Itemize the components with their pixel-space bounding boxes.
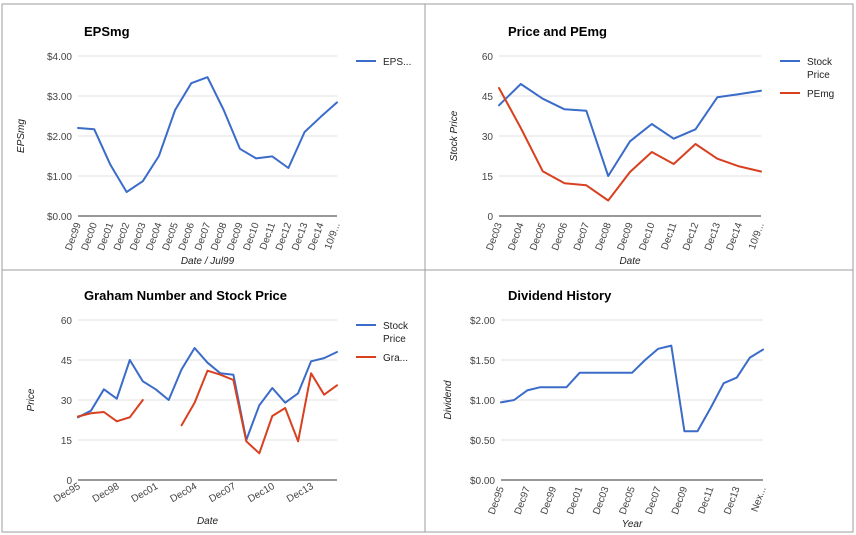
series-line-1 (498, 83, 762, 177)
y-tick-label: 45 (482, 92, 494, 103)
y-axis-title: Stock Price (449, 110, 460, 161)
y-tick-label: 45 (61, 356, 73, 367)
legend-label: EPS... (383, 57, 411, 68)
y-tick-label: $4.00 (47, 52, 72, 63)
series-line-1 (77, 76, 338, 193)
legend-label: Stock Price (807, 57, 833, 81)
x-axis-title: Date (197, 516, 219, 527)
y-tick-label: 0 (487, 212, 493, 223)
y-axis-title: Dividend (443, 380, 454, 419)
y-tick-label: 15 (61, 436, 73, 447)
x-axis-title: Date (619, 256, 641, 267)
chart-frame (424, 3, 854, 271)
y-tick-label: $1.00 (470, 396, 495, 407)
x-axis-title: Year (622, 519, 643, 530)
series-line-2 (498, 87, 762, 202)
y-tick-label: 0 (66, 476, 72, 487)
legend-item: PEmg (780, 89, 834, 100)
y-tick-label: 15 (482, 172, 494, 183)
legend-label: Stock Price (383, 321, 409, 345)
y-tick-label: $1.50 (470, 356, 495, 367)
chart-title: Price and PEmg (508, 24, 607, 39)
y-tick-label: $3.00 (47, 92, 72, 103)
y-tick-label: 60 (61, 316, 73, 327)
y-tick-label: $0.00 (470, 476, 495, 487)
legend-item: Stock Price (780, 57, 833, 81)
legend-label: PEmg (807, 89, 834, 100)
series-line-2 (77, 369, 338, 455)
y-tick-label: $0.00 (47, 212, 72, 223)
series-line-1 (500, 344, 764, 433)
y-tick-label: 30 (482, 132, 494, 143)
chart-frame (424, 269, 854, 533)
legend-item: Gra... (356, 353, 408, 364)
chart-panel-1: EPSmg$0.00$1.00$2.00$3.00$4.00Dec99Dec00… (1, 3, 426, 271)
legend-item: Stock Price (356, 321, 409, 345)
chart-title: Graham Number and Stock Price (84, 288, 287, 303)
y-tick-label: $2.00 (470, 316, 495, 327)
y-tick-label: 60 (482, 52, 494, 63)
y-tick-label: 30 (61, 396, 73, 407)
y-axis-title: EPSmg (16, 119, 27, 153)
chart-frame (1, 3, 426, 271)
y-axis-title: Price (26, 388, 37, 411)
legend-label: Gra... (383, 353, 408, 364)
y-tick-label: $2.00 (47, 132, 72, 143)
series-line-1 (77, 347, 338, 441)
chart-title: Dividend History (508, 288, 612, 303)
y-tick-label: $0.50 (470, 436, 495, 447)
x-axis-title: Date / Jul99 (181, 256, 235, 267)
y-tick-label: $1.00 (47, 172, 72, 183)
chart-panel-3: Graham Number and Stock Price015304560De… (1, 269, 426, 533)
chart-panel-4: Dividend History $0.00 $0.50 $1.00 $1.50 $2.0… (424, 269, 854, 533)
chart-frame (1, 269, 426, 533)
legend-item: EPS... (356, 57, 411, 68)
chart-title: EPSmg (84, 24, 130, 39)
